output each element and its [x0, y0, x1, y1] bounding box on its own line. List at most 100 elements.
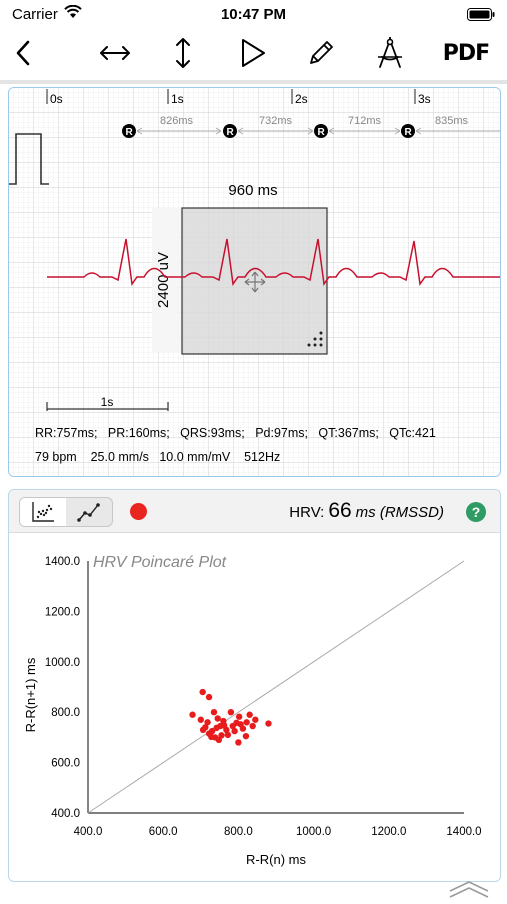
r-marker: R	[122, 124, 136, 138]
vertical-arrows-icon	[176, 38, 190, 68]
data-point	[199, 726, 207, 734]
data-point	[227, 709, 235, 716]
data-point	[249, 722, 256, 730]
scatter-plot-icon	[32, 502, 54, 522]
settings-text: 79 bpm 25.0 mm/s 10.0 mm/mV 512Hz	[35, 450, 280, 464]
rr-interval-label: 826ms	[160, 115, 194, 127]
r-marker: R	[223, 124, 237, 138]
pencil-icon	[310, 41, 333, 64]
data-point	[242, 732, 250, 740]
ecg-trace	[47, 238, 500, 286]
data-point	[213, 724, 220, 732]
data-point	[233, 719, 240, 726]
chevron-up-icon	[449, 881, 489, 898]
status-bar: Carrier 10:47 PM	[0, 0, 507, 30]
measure-button[interactable]	[372, 34, 408, 72]
x-tick-label: 1000.0	[296, 826, 331, 838]
vertical-caliper-button[interactable]	[166, 34, 200, 72]
x-tick-label: 600.0	[149, 826, 178, 838]
move-icon[interactable]	[244, 271, 266, 293]
data-point	[246, 711, 253, 718]
toolbar: PDF	[0, 30, 507, 76]
y-tick-label: 1000.0	[45, 657, 80, 669]
identity-line	[87, 560, 465, 814]
y-tick-label: 400.0	[51, 808, 80, 820]
chevron-left-icon	[16, 40, 30, 66]
hrv-panel: HRV: 66 ms (RMSSD) ? 400.0 600.0 800.0 1000…	[8, 489, 501, 882]
time-mark: 1s	[171, 92, 184, 106]
data-point	[199, 688, 206, 696]
play-button[interactable]	[236, 34, 270, 72]
horizontal-arrows-icon	[100, 46, 130, 60]
svg-text:R: R	[227, 127, 235, 138]
x-tick-label: 1200.0	[371, 826, 406, 838]
carrier-label: Carrier	[12, 6, 58, 23]
rr-interval-label: 732ms	[259, 115, 293, 127]
line-plot-option[interactable]	[66, 498, 112, 526]
caliper-height-band	[152, 208, 181, 352]
x-tick-label: 400.0	[74, 826, 103, 838]
data-point	[243, 719, 250, 726]
time-axis: 0s 1s 2s 3s	[46, 89, 431, 106]
calibration-pulse	[9, 133, 49, 185]
annotate-button[interactable]	[304, 34, 338, 72]
horizontal-caliper-button[interactable]	[95, 34, 135, 72]
data-point	[197, 716, 204, 723]
y-tick-label: 600.0	[51, 758, 80, 770]
svg-text:R: R	[318, 127, 326, 138]
r-marker: R	[314, 124, 328, 138]
time-mark: 2s	[295, 92, 308, 106]
y-tick-label: 800.0	[51, 707, 80, 719]
y-tick-label: 1200.0	[45, 606, 80, 618]
battery-icon	[467, 8, 495, 26]
y-axis-label: R-R(n+1) ms	[23, 657, 38, 732]
ecg-strip[interactable]: 0s 1s 2s 3s 826ms 732ms 712ms 835ms R R …	[9, 88, 500, 476]
measurements-text: RR:757ms; PR:160ms; QRS:93ms; Pd:97ms; Q…	[35, 426, 436, 440]
rr-interval-row: 826ms 732ms 712ms 835ms R R R R	[122, 115, 500, 138]
toolbar-divider	[0, 80, 507, 84]
data-point	[210, 709, 218, 716]
x-tick-label: 800.0	[224, 826, 253, 838]
data-point	[220, 722, 228, 729]
resize-handle-icon[interactable]	[307, 331, 323, 347]
x-tick-label: 1400.0	[446, 826, 481, 838]
data-point	[205, 693, 213, 701]
caliper-height-label: 2400 uV	[155, 252, 172, 308]
hrv-unit: ms (RMSSD)	[355, 504, 444, 521]
line-plot-icon	[77, 503, 100, 522]
scale-bar: 1s	[46, 395, 169, 411]
ecg-panel[interactable]: 0s 1s 2s 3s 826ms 732ms 712ms 835ms R R …	[8, 87, 501, 477]
data-point	[208, 733, 215, 741]
expand-handle[interactable]	[447, 879, 491, 904]
hrv-label: HRV:	[289, 504, 325, 521]
hrv-value: 66	[328, 499, 352, 522]
back-button[interactable]	[8, 34, 38, 72]
data-point	[204, 719, 211, 726]
wifi-icon	[64, 4, 82, 24]
rr-interval-label: 835ms	[435, 115, 469, 127]
r-marker: R	[401, 124, 415, 138]
rr-interval-label: 712ms	[348, 115, 382, 127]
data-point	[265, 720, 272, 727]
data-point	[224, 731, 232, 739]
caliper-width-label: 960 ms	[228, 182, 277, 199]
time-mark: 3s	[418, 92, 431, 106]
help-button[interactable]: ?	[466, 502, 486, 522]
data-point	[235, 713, 243, 720]
chart-title: HRV Poincaré Plot	[93, 554, 227, 571]
data-point	[189, 711, 196, 718]
svg-text:R: R	[405, 127, 413, 138]
pdf-button[interactable]: PDF	[442, 40, 490, 66]
time-mark: 0s	[50, 92, 63, 106]
scatter-plot-option[interactable]	[20, 498, 66, 526]
data-point	[252, 716, 259, 723]
data-point	[239, 725, 247, 732]
hrv-readout: HRV: 66 ms (RMSSD)	[289, 499, 444, 523]
data-point	[231, 727, 238, 735]
poincare-plot: 400.0 600.0 800.0 1000.0 1200.0 1400.0 400.0 60…	[23, 554, 482, 867]
record-button[interactable]	[130, 503, 147, 520]
data-point	[214, 715, 221, 722]
data-point	[215, 736, 223, 744]
plot-type-segmented-control[interactable]	[19, 497, 113, 527]
svg-text:R: R	[126, 127, 134, 138]
